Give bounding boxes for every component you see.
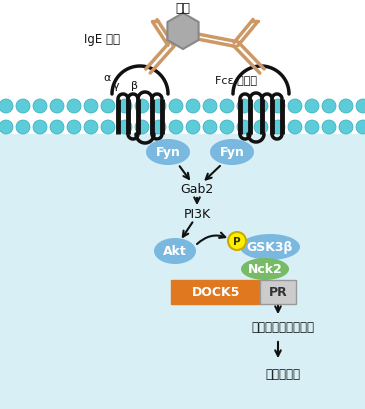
- Circle shape: [16, 121, 30, 135]
- Ellipse shape: [210, 139, 254, 166]
- Ellipse shape: [240, 234, 300, 261]
- Circle shape: [186, 100, 200, 114]
- Circle shape: [237, 121, 251, 135]
- Circle shape: [305, 121, 319, 135]
- Bar: [0, 135, 365, 409]
- Circle shape: [237, 100, 251, 114]
- Circle shape: [271, 121, 285, 135]
- Circle shape: [67, 100, 81, 114]
- Circle shape: [322, 121, 336, 135]
- Circle shape: [118, 121, 132, 135]
- Circle shape: [152, 100, 166, 114]
- Circle shape: [228, 232, 246, 250]
- Text: α: α: [103, 73, 111, 83]
- Circle shape: [118, 100, 132, 114]
- Circle shape: [169, 121, 183, 135]
- Text: DOCK5: DOCK5: [192, 286, 240, 299]
- Circle shape: [203, 121, 217, 135]
- Text: Gab2: Gab2: [180, 183, 214, 196]
- Circle shape: [169, 100, 183, 114]
- Circle shape: [84, 121, 98, 135]
- Circle shape: [0, 121, 13, 135]
- Circle shape: [33, 100, 47, 114]
- Circle shape: [67, 121, 81, 135]
- Circle shape: [84, 100, 98, 114]
- Text: PR: PR: [269, 286, 287, 299]
- FancyBboxPatch shape: [171, 280, 261, 304]
- Text: GSK3β: GSK3β: [247, 241, 293, 254]
- Text: P: P: [233, 236, 241, 246]
- Circle shape: [288, 121, 302, 135]
- Circle shape: [339, 100, 353, 114]
- Circle shape: [186, 121, 200, 135]
- Circle shape: [0, 100, 13, 114]
- Circle shape: [33, 121, 47, 135]
- Circle shape: [50, 100, 64, 114]
- Circle shape: [305, 100, 319, 114]
- Text: IgE 抗体: IgE 抗体: [84, 34, 120, 46]
- Text: Fcε 受容体: Fcε 受容体: [215, 75, 257, 85]
- Circle shape: [356, 121, 365, 135]
- Text: 脱顆粒反応: 脱顆粒反応: [265, 368, 300, 380]
- Circle shape: [152, 121, 166, 135]
- Circle shape: [16, 100, 30, 114]
- Text: 微小管ダイナミクス: 微小管ダイナミクス: [251, 321, 315, 334]
- Text: Fyn: Fyn: [155, 146, 180, 159]
- Circle shape: [50, 121, 64, 135]
- Circle shape: [322, 100, 336, 114]
- Circle shape: [288, 100, 302, 114]
- Circle shape: [101, 121, 115, 135]
- Circle shape: [135, 121, 149, 135]
- Circle shape: [220, 100, 234, 114]
- Ellipse shape: [241, 258, 289, 280]
- Circle shape: [254, 121, 268, 135]
- Text: 抗原: 抗原: [176, 2, 191, 14]
- Circle shape: [271, 100, 285, 114]
- FancyBboxPatch shape: [260, 280, 296, 304]
- Circle shape: [254, 100, 268, 114]
- Text: Nck2: Nck2: [247, 263, 283, 276]
- Text: PI3K: PI3K: [184, 208, 211, 221]
- Ellipse shape: [154, 238, 196, 264]
- Text: β: β: [131, 81, 138, 91]
- Text: γ: γ: [113, 81, 119, 91]
- Text: Fyn: Fyn: [220, 146, 245, 159]
- Circle shape: [203, 100, 217, 114]
- Circle shape: [356, 100, 365, 114]
- Circle shape: [220, 121, 234, 135]
- Ellipse shape: [146, 139, 190, 166]
- Text: Akt: Akt: [163, 245, 187, 258]
- Circle shape: [339, 121, 353, 135]
- Circle shape: [101, 100, 115, 114]
- Circle shape: [135, 100, 149, 114]
